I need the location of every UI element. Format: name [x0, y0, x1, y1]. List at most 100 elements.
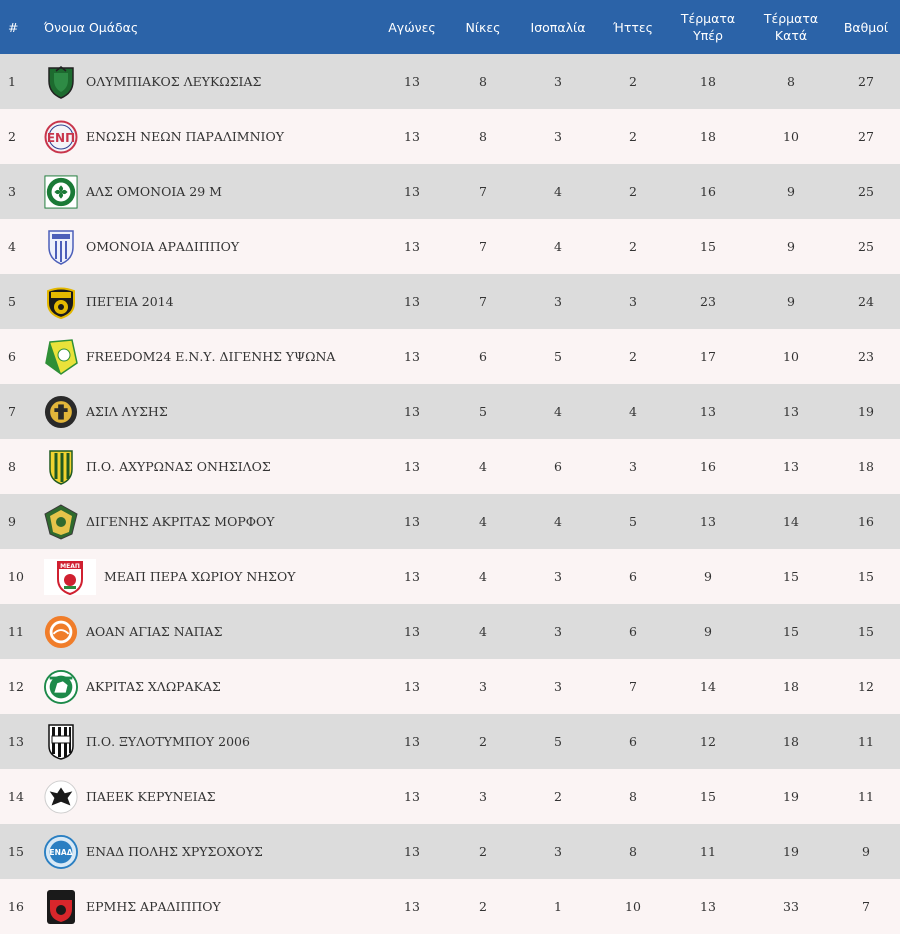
team-cell[interactable]: ΠΕΓΕΙΑ 2014 [44, 274, 374, 329]
played-cell: 13 [404, 404, 420, 419]
team-cell[interactable]: ΟΛΥΜΠΙΑΚΟΣ ΛΕΥΚΩΣΙΑΣ [44, 54, 374, 109]
table-row[interactable]: 3 ΑΛΣ ΟΜΟΝΟΙΑ 29 Μ 13 7 4 2 16 9 25 [0, 164, 900, 219]
draws-cell: 3 [554, 679, 562, 694]
table-row[interactable]: 13 Π.Ο. ΞΥΛΟΤΥΜΠΟΥ 2006 13 2 5 6 12 18 11 [0, 714, 900, 769]
table-row[interactable]: 7 ΑΣΙΛ ΛΥΣΗΣ 13 5 4 4 13 13 19 [0, 384, 900, 439]
goals-for-cell: 13 [700, 899, 716, 914]
goals-for-cell: 9 [704, 569, 712, 584]
team-name[interactable]: ΑΣΙΛ ΛΥΣΗΣ [86, 404, 168, 419]
wins-cell: 2 [479, 734, 487, 749]
table-row[interactable]: 5 ΠΕΓΕΙΑ 2014 13 7 3 3 23 9 24 [0, 274, 900, 329]
asil-lysis-crest-icon [44, 394, 78, 430]
points-cell: 7 [862, 899, 870, 914]
goals-against-cell: 9 [787, 239, 795, 254]
team-name[interactable]: ΕΝΑΔ ΠΟΛΗΣ ΧΡΥΣΟΧΟΥΣ [86, 844, 263, 859]
team-name[interactable]: FREEDOM24 Ε.Ν.Υ. ΔΙΓΕΝΗΣ ΥΨΩΝΑ [86, 349, 336, 364]
played-cell: 13 [404, 789, 420, 804]
draws-cell: 6 [554, 459, 562, 474]
team-name[interactable]: ΕΡΜΗΣ ΑΡΑΔΙΠΠΟΥ [86, 899, 221, 914]
position-cell: 10 [8, 569, 24, 584]
goals-for-cell: 16 [700, 459, 716, 474]
table-row[interactable]: 14 ΠΑΕΕΚ ΚΕΡΥΝΕΙΑΣ 13 3 2 8 15 19 11 [0, 769, 900, 824]
team-cell[interactable]: ΕΡΜΗΣ ΑΡΑΔΙΠΠΟΥ [44, 879, 374, 934]
losses-cell: 7 [629, 679, 637, 694]
team-cell[interactable]: ΑΚΡΙΤΑΣ ΧΛΩΡΑΚΑΣ [44, 659, 374, 714]
aoan-crest-icon [44, 614, 78, 650]
team-cell[interactable]: FREEDOM24 Ε.Ν.Υ. ΔΙΓΕΝΗΣ ΥΨΩΝΑ [44, 329, 374, 384]
goals-for-cell: 11 [700, 844, 716, 859]
paeek-crest-icon [44, 779, 78, 815]
table-row[interactable]: 4 ΟΜΟΝΟΙΑ ΑΡΑΔΙΠΠΟΥ 13 7 4 2 15 9 25 [0, 219, 900, 274]
team-name[interactable]: ΑΟΑΝ ΑΓΙΑΣ ΝΑΠΑΣ [86, 624, 223, 639]
table-row[interactable]: 10 ΜΕΑΠ ΜΕΑΠ ΠΕΡΑ ΧΩΡΙΟΥ ΝΗΣΟΥ 13 4 3 6 9 15 15 [0, 549, 900, 604]
points-cell: 25 [858, 239, 874, 254]
team-cell[interactable]: ΜΕΑΠ ΜΕΑΠ ΠΕΡΑ ΧΩΡΙΟΥ ΝΗΣΟΥ [44, 549, 374, 604]
goals-for-cell: 15 [700, 239, 716, 254]
team-name[interactable]: ΟΛΥΜΠΙΑΚΟΣ ΛΕΥΚΩΣΙΑΣ [86, 74, 262, 89]
team-name[interactable]: ΟΜΟΝΟΙΑ ΑΡΑΔΙΠΠΟΥ [86, 239, 240, 254]
losses-cell: 10 [625, 899, 641, 914]
table-row[interactable]: 11 ΑΟΑΝ ΑΓΙΑΣ ΝΑΠΑΣ 13 4 3 6 9 15 15 [0, 604, 900, 659]
team-cell[interactable]: Π.Ο. ΞΥΛΟΤΥΜΠΟΥ 2006 [44, 714, 374, 769]
draws-cell: 3 [554, 74, 562, 89]
losses-cell: 4 [629, 404, 637, 419]
wins-cell: 8 [479, 129, 487, 144]
draws-cell: 3 [554, 294, 562, 309]
played-cell: 13 [404, 239, 420, 254]
team-name[interactable]: ΕΝΩΣΗ ΝΕΩΝ ΠΑΡΑΛΙΜΝΙΟΥ [86, 129, 284, 144]
team-cell[interactable]: ΑΛΣ ΟΜΟΝΟΙΑ 29 Μ [44, 164, 374, 219]
table-row[interactable]: 15 ΕΝΑΔ ΕΝΑΔ ΠΟΛΗΣ ΧΡΥΣΟΧΟΥΣ 13 2 3 8 11 19 9 [0, 824, 900, 879]
team-cell[interactable]: Π.Ο. ΑΧΥΡΩΝΑΣ ΟΝΗΣΙΛΟΣ [44, 439, 374, 494]
table-row[interactable]: 9 ΔΙΓΕΝΗΣ ΑΚΡΙΤΑΣ ΜΟΡΦΟΥ 13 4 4 5 13 14 16 [0, 494, 900, 549]
table-row[interactable]: 2 ΕΝΠ ΕΝΩΣΗ ΝΕΩΝ ΠΑΡΑΛΙΜΝΙΟΥ 13 8 3 2 18 10 27 [0, 109, 900, 164]
played-cell: 13 [404, 899, 420, 914]
team-cell[interactable]: ΑΟΑΝ ΑΓΙΑΣ ΝΑΠΑΣ [44, 604, 374, 659]
position-cell: 12 [8, 679, 24, 694]
goals-for-cell: 13 [700, 514, 716, 529]
team-name[interactable]: ΑΛΣ ΟΜΟΝΟΙΑ 29 Μ [86, 184, 222, 199]
goals-against-cell: 10 [783, 349, 799, 364]
table-row[interactable]: 6 FREEDOM24 Ε.Ν.Υ. ΔΙΓΕΝΗΣ ΥΨΩΝΑ 13 6 5 2 17 10… [0, 329, 900, 384]
draws-cell: 4 [554, 514, 562, 529]
draws-cell: 1 [554, 899, 562, 914]
goals-for-cell: 13 [700, 404, 716, 419]
draws-cell: 5 [554, 349, 562, 364]
team-name[interactable]: ΠΕΓΕΙΑ 2014 [86, 294, 174, 309]
team-name[interactable]: ΑΚΡΙΤΑΣ ΧΛΩΡΑΚΑΣ [86, 679, 221, 694]
meap-crest-icon: ΜΕΑΠ [44, 558, 96, 595]
team-cell[interactable]: ΔΙΓΕΝΗΣ ΑΚΡΙΤΑΣ ΜΟΡΦΟΥ [44, 494, 374, 549]
losses-cell: 2 [629, 129, 637, 144]
wins-cell: 2 [479, 844, 487, 859]
points-cell: 15 [858, 569, 874, 584]
table-row[interactable]: 8 Π.Ο. ΑΧΥΡΩΝΑΣ ΟΝΗΣΙΛΟΣ 13 4 6 3 16 13 18 [0, 439, 900, 494]
position-cell: 14 [8, 789, 24, 804]
team-name[interactable]: ΠΑΕΕΚ ΚΕΡΥΝΕΙΑΣ [86, 789, 216, 804]
table-row[interactable]: 12 ΑΚΡΙΤΑΣ ΧΛΩΡΑΚΑΣ 13 3 3 7 14 18 12 [0, 659, 900, 714]
team-name[interactable]: ΜΕΑΠ ΠΕΡΑ ΧΩΡΙΟΥ ΝΗΣΟΥ [104, 569, 296, 584]
position-cell: 11 [8, 624, 24, 639]
points-cell: 15 [858, 624, 874, 639]
goals-against-cell: 18 [783, 679, 799, 694]
goals-for-cell: 9 [704, 624, 712, 639]
goals-against-cell: 19 [783, 789, 799, 804]
team-cell[interactable]: ΕΝΑΔ ΕΝΑΔ ΠΟΛΗΣ ΧΡΥΣΟΧΟΥΣ [44, 824, 374, 879]
team-name[interactable]: Π.Ο. ΞΥΛΟΤΥΜΠΟΥ 2006 [86, 734, 250, 749]
draws-cell: 5 [554, 734, 562, 749]
col-header-points: Βαθμοί [843, 19, 889, 35]
goals-for-cell: 14 [700, 679, 716, 694]
wins-cell: 3 [479, 789, 487, 804]
team-cell[interactable]: ΕΝΠ ΕΝΩΣΗ ΝΕΩΝ ΠΑΡΑΛΙΜΝΙΟΥ [44, 109, 374, 164]
team-cell[interactable]: ΟΜΟΝΟΙΑ ΑΡΑΔΙΠΠΟΥ [44, 219, 374, 274]
team-name[interactable]: ΔΙΓΕΝΗΣ ΑΚΡΙΤΑΣ ΜΟΡΦΟΥ [86, 514, 275, 529]
table-row[interactable]: 16 ΕΡΜΗΣ ΑΡΑΔΙΠΠΟΥ 13 2 1 10 13 33 7 [0, 879, 900, 934]
position-cell: 1 [8, 74, 16, 89]
col-header-goals-for: Τέρματα Υπέρ [666, 0, 750, 54]
team-name[interactable]: Π.Ο. ΑΧΥΡΩΝΑΣ ΟΝΗΣΙΛΟΣ [86, 459, 271, 474]
table-row[interactable]: 1 ΟΛΥΜΠΙΑΚΟΣ ΛΕΥΚΩΣΙΑΣ 13 8 3 2 18 8 27 [0, 54, 900, 109]
draws-cell: 3 [554, 569, 562, 584]
team-cell[interactable]: ΑΣΙΛ ΛΥΣΗΣ [44, 384, 374, 439]
losses-cell: 2 [629, 184, 637, 199]
played-cell: 13 [404, 679, 420, 694]
team-cell[interactable]: ΠΑΕΕΚ ΚΕΡΥΝΕΙΑΣ [44, 769, 374, 824]
